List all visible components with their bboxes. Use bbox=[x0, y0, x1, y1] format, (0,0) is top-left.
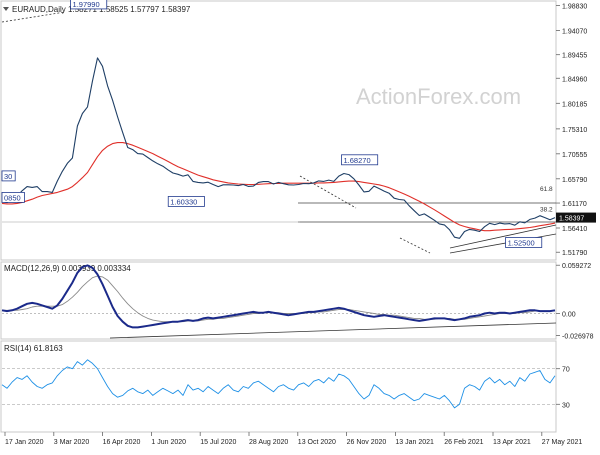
macd-tick-label: -0.026978 bbox=[562, 334, 594, 341]
macd-line bbox=[1, 264, 556, 329]
x-tick-label: 17 Jan 2020 bbox=[5, 439, 44, 446]
chart-title: EURAUD,Daily 1.58271 1.58525 1.57797 1.5… bbox=[12, 5, 191, 14]
x-tick-label: 13 Jan 2021 bbox=[395, 439, 434, 446]
x-tick-label: 27 May 2021 bbox=[542, 439, 583, 446]
macd-label: MACD(12,26,9) 0.003939 0.003334 bbox=[4, 264, 131, 273]
low-dashed-trendline bbox=[399, 237, 431, 254]
macd-layer bbox=[1, 264, 556, 329]
price-annotation-box bbox=[1, 170, 16, 182]
current-price-box bbox=[556, 212, 596, 223]
price-tick-label: 1.75310 bbox=[562, 127, 587, 134]
price-annotation-box bbox=[505, 237, 543, 248]
rsi-tick-label: 30 bbox=[562, 402, 570, 409]
x-tick-label: 28 Aug 2020 bbox=[249, 439, 288, 446]
x-tick-label: 3 Mar 2020 bbox=[54, 439, 90, 446]
x-tick-label: 26 Feb 2021 bbox=[444, 439, 483, 446]
price-tick-label: 1.84960 bbox=[562, 76, 587, 83]
price-annotation-label: 1.52500 bbox=[508, 239, 535, 248]
x-tick-label: 26 Nov 2020 bbox=[347, 439, 387, 446]
price-tick-label: 1.89455 bbox=[562, 53, 587, 60]
price-layer bbox=[1, 57, 556, 239]
rsi-panel-frame bbox=[0, 340, 557, 433]
price-tick-label: 1.51790 bbox=[562, 250, 587, 257]
macd-tick-label: 0.059272 bbox=[562, 263, 591, 270]
fib-label: 61.8 bbox=[540, 186, 553, 193]
macd-panel-frame bbox=[0, 261, 557, 340]
x-tick-label: 1 Jun 2020 bbox=[151, 439, 186, 446]
macd-trendline bbox=[109, 322, 557, 339]
price-annotation-box bbox=[341, 154, 379, 166]
price-tick-label: 1.80185 bbox=[562, 101, 587, 108]
rsi-tick-label: 70 bbox=[562, 367, 570, 374]
dropdown-icon[interactable] bbox=[3, 7, 9, 11]
price-tick-label: 1.56410 bbox=[562, 226, 587, 233]
rsi-line bbox=[1, 359, 556, 409]
macd-tick-label: 0.00 bbox=[562, 312, 576, 319]
price-tick-label: 1.98830 bbox=[562, 4, 587, 11]
rsi-layer bbox=[1, 359, 556, 409]
watermark: ActionForex.com bbox=[356, 84, 521, 109]
price-annotation-label: 0850 bbox=[4, 193, 21, 202]
price-annotation-label: 30 bbox=[4, 172, 12, 181]
moving-average-line bbox=[1, 142, 556, 232]
price-annotation-label: 1.97990 bbox=[73, 0, 100, 9]
x-tick-label: 15 Jul 2020 bbox=[200, 439, 236, 446]
price-tick-label: 1.94070 bbox=[562, 28, 587, 35]
top-dashed-trendline bbox=[1, 11, 66, 23]
axis-layer: 1.98830 1.94070 1.89455 1.84960 1.80185 1.753… bbox=[4, 4, 596, 446]
price-annotation-label: 1.68270 bbox=[344, 156, 371, 165]
x-tick-label: 16 Apr 2020 bbox=[103, 439, 141, 446]
price-annotation-label: 1.60330 bbox=[170, 197, 197, 206]
price-annotation-box bbox=[1, 192, 25, 203]
current-price-label: 1.58397 bbox=[559, 216, 584, 223]
x-tick-label: 13 Oct 2020 bbox=[298, 439, 336, 446]
x-tick-label: 13 Apr 2021 bbox=[493, 439, 531, 446]
price-annotation-box bbox=[70, 0, 108, 10]
price-tick-label: 1.61170 bbox=[562, 201, 587, 208]
price-tick-label: 1.65790 bbox=[562, 177, 587, 184]
price-tick-label: 1.70555 bbox=[562, 152, 587, 159]
fib-label: 38.2 bbox=[540, 206, 553, 213]
price-line bbox=[1, 57, 556, 239]
channel-upper-line bbox=[449, 224, 557, 249]
rsi-label: RSI(14) 61.8163 bbox=[4, 344, 63, 353]
price-annotation-box bbox=[167, 196, 205, 207]
price-panel-frame bbox=[0, 0, 557, 261]
annotation-layer: 1.97990 1.68270 1.60330 1.52500 30 0850 61.8 38… bbox=[1, 0, 553, 248]
